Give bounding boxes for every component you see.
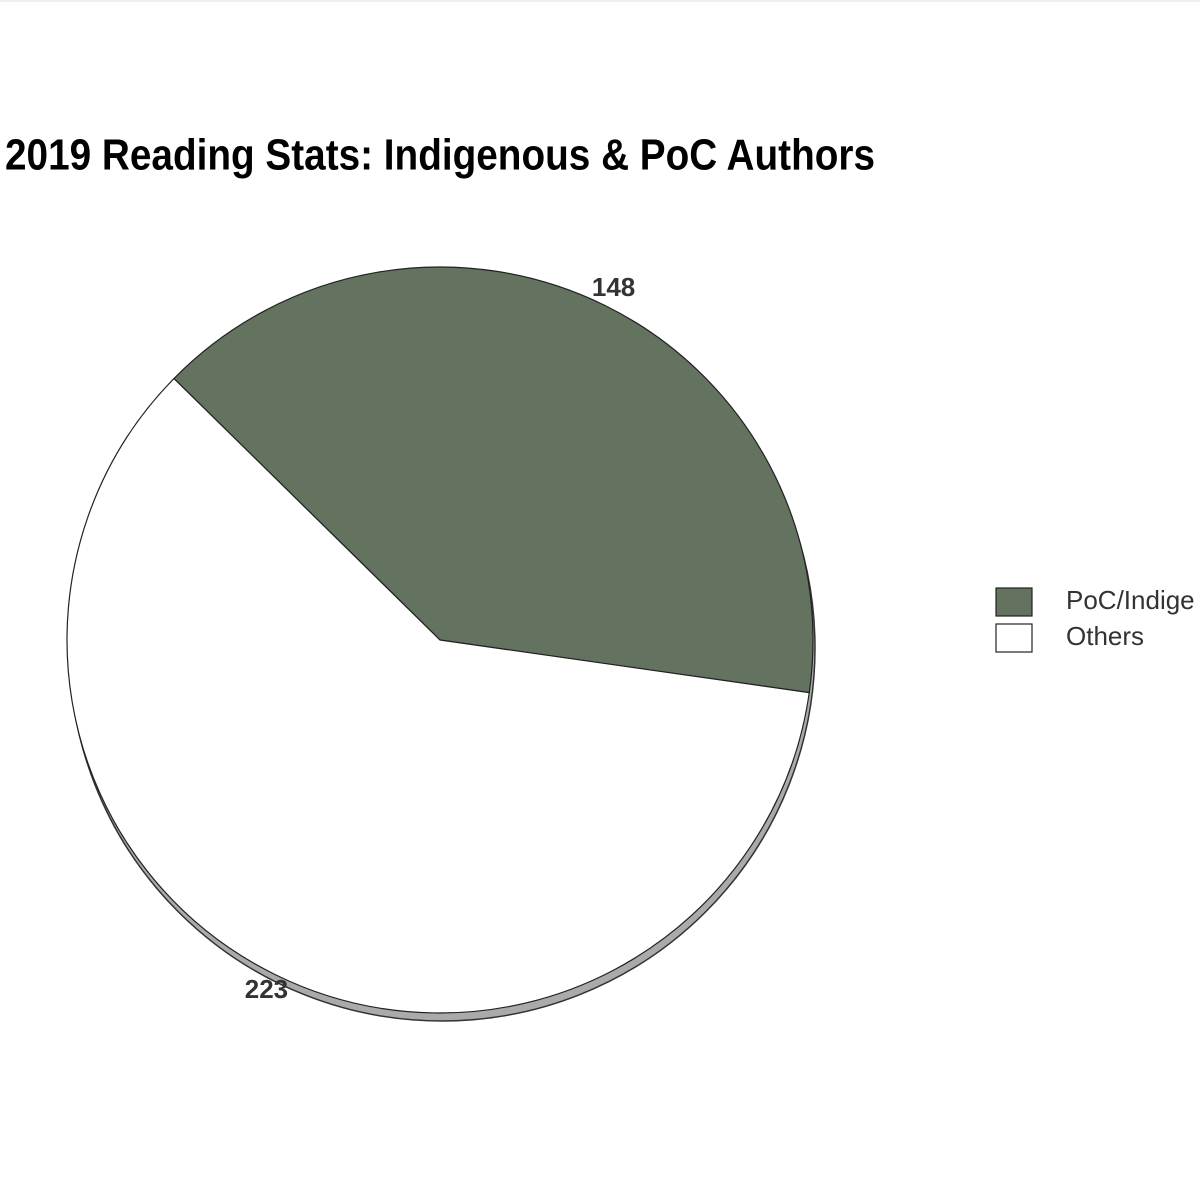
legend-label: Others [1066, 621, 1144, 651]
legend-label: PoC/Indige [1066, 585, 1195, 615]
legend-swatch [995, 587, 1033, 617]
pie-slice [66, 377, 810, 1014]
value-label: 223 [245, 974, 288, 1004]
legend-swatch [995, 623, 1033, 653]
value-label: 148 [592, 272, 635, 302]
chart-title: 2019 Reading Stats: Indigenous & PoC Aut… [5, 131, 875, 180]
pie-slice [173, 266, 814, 694]
